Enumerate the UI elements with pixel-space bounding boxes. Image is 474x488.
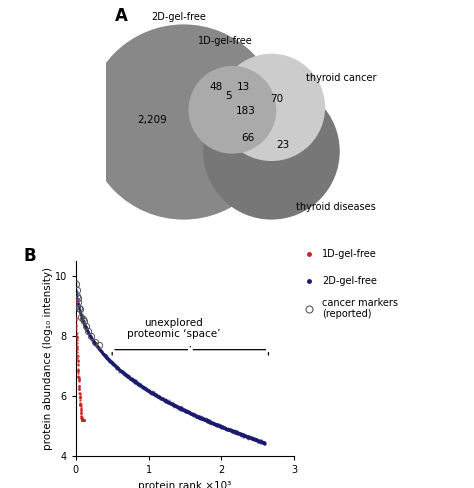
Circle shape — [86, 24, 281, 220]
Circle shape — [203, 83, 340, 220]
Text: 70: 70 — [270, 94, 283, 104]
Text: 1D-gel-free: 1D-gel-free — [198, 37, 253, 46]
Text: unexplored
proteomic ‘space’: unexplored proteomic ‘space’ — [127, 318, 221, 339]
Circle shape — [189, 66, 276, 154]
Text: 1D-gel-free: 1D-gel-free — [322, 249, 377, 259]
Text: 183: 183 — [236, 106, 256, 116]
Text: 48: 48 — [210, 81, 223, 92]
X-axis label: protein rank ×10³: protein rank ×10³ — [138, 481, 231, 488]
Text: thyroid diseases: thyroid diseases — [296, 203, 375, 212]
Text: 23: 23 — [276, 140, 289, 150]
Text: thyroid cancer: thyroid cancer — [306, 73, 376, 83]
Text: 5: 5 — [226, 91, 232, 102]
Text: 2D-gel-free: 2D-gel-free — [151, 12, 206, 22]
Circle shape — [218, 54, 325, 161]
Text: 66: 66 — [242, 133, 255, 143]
Text: 13: 13 — [237, 81, 250, 92]
Text: cancer markers
(reported): cancer markers (reported) — [322, 298, 398, 319]
Text: 2D-gel-free: 2D-gel-free — [322, 276, 377, 286]
Text: A: A — [115, 7, 128, 25]
Y-axis label: protein abundance (log₁₀ intensity): protein abundance (log₁₀ intensity) — [43, 267, 53, 450]
Text: 2,209: 2,209 — [137, 115, 167, 124]
Text: B: B — [24, 247, 36, 265]
